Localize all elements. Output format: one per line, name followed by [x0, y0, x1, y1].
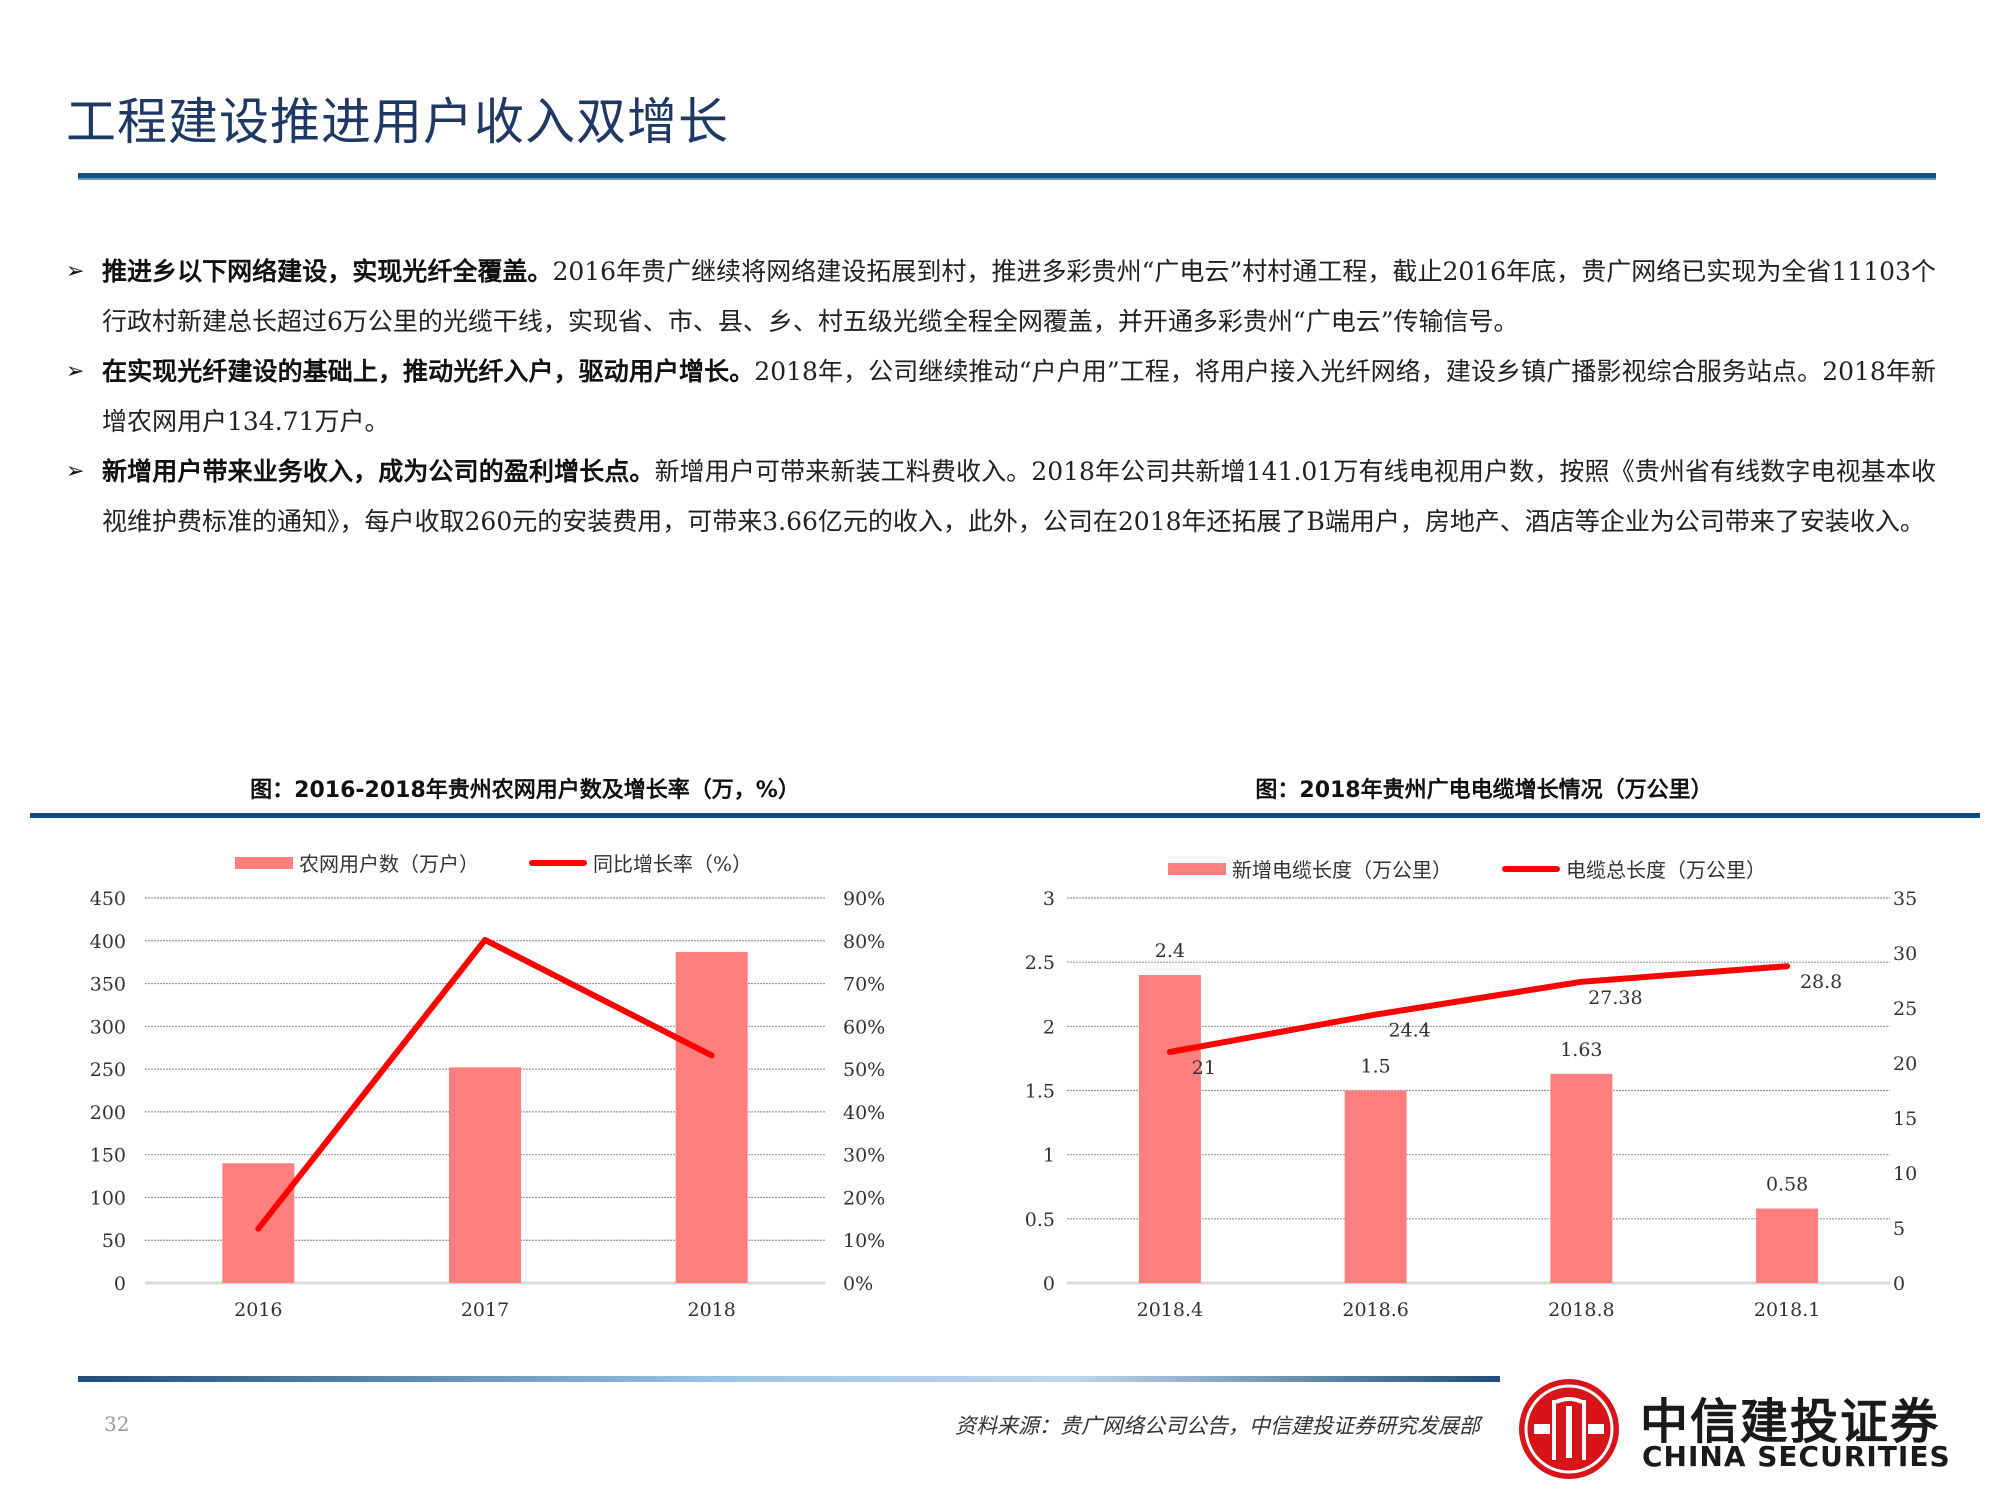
bar — [1138, 975, 1201, 1283]
source-note: 资料来源：贵广网络公司公告，中信建投证券研究发展部 — [955, 1414, 1480, 1438]
y-tick-left: 1.5 — [1025, 1081, 1055, 1103]
y-tick-right: 60% — [843, 1016, 885, 1038]
y-tick-left: 1 — [1043, 1145, 1055, 1167]
chart-legend-right: 新增电缆长度（万公里） 电缆总长度（万公里） — [1168, 854, 1816, 883]
y-tick-right: 20% — [843, 1187, 885, 1209]
line-swatch-icon — [1502, 865, 1560, 872]
y-tick-left: 250 — [90, 1059, 126, 1081]
bullet-item: ➢ 新增用户带来业务收入，成为公司的盈利增长点。新增用户可带来新装工料费收入。2… — [66, 447, 1936, 547]
page-title: 工程建设推进用户收入双增长 — [66, 93, 729, 151]
bullet-body: 2016年贵广继续将网络建设拓展到村，推进多彩贵州“广电云”村村通工程，截止20… — [102, 257, 1936, 336]
bar-value-label: 2.4 — [1155, 940, 1185, 962]
y-tick-left: 450 — [90, 888, 126, 910]
legend-item-line: 同比增长率（%） — [529, 848, 752, 877]
title-divider — [78, 173, 1936, 178]
y-tick-right: 10% — [843, 1230, 885, 1252]
y-tick-right: 30 — [1893, 943, 1917, 965]
legend-item-line: 电缆总长度（万公里） — [1502, 854, 1766, 883]
y-tick-right: 40% — [843, 1102, 885, 1124]
y-tick-right: 90% — [843, 888, 885, 910]
bar-value-label: 1.63 — [1560, 1039, 1602, 1061]
line-value-label: 28.8 — [1800, 971, 1842, 993]
line-series — [255, 936, 715, 1232]
bullet-body: 2018年，公司继续推动“户户用”工程，将用户接入光纤网络，建设乡镇广播影视综合… — [102, 357, 1936, 436]
x-tick: 2018 — [687, 1299, 735, 1321]
bar — [1344, 1090, 1407, 1283]
y-tick-left: 150 — [90, 1145, 126, 1167]
bullet-item: ➢ 在实现光纤建设的基础上，推动光纤入户，驱动用户增长。2018年，公司继续推动… — [66, 347, 1936, 447]
y-tick-left: 300 — [90, 1016, 126, 1038]
y-tick-right: 0% — [843, 1273, 873, 1295]
bar-swatch-icon — [1168, 862, 1226, 875]
y-tick-right: 5 — [1893, 1218, 1905, 1240]
bullet-lead: 新增用户带来业务收入，成为公司的盈利增长点。 — [102, 457, 655, 486]
page-number: 32 — [104, 1412, 130, 1436]
line-value-label: 24.4 — [1388, 1020, 1430, 1042]
x-tick: 2016 — [234, 1299, 282, 1321]
chart-legend-left: 农网用户数（万户） 同比增长率（%） — [235, 848, 802, 877]
y-tick-right: 70% — [843, 974, 885, 996]
chart-title-cable-growth: 图：2018年贵州广电电缆增长情况（万公里） — [1255, 778, 1713, 803]
y-tick-left: 0.5 — [1025, 1209, 1055, 1231]
chart-cable-growth: 00.511.522.53051015202530352.41.51.630.5… — [1025, 888, 1917, 1321]
footer-divider — [78, 1376, 1500, 1382]
y-tick-right: 30% — [843, 1145, 885, 1167]
y-tick-right: 15 — [1893, 1108, 1917, 1130]
bar-value-label: 1.5 — [1361, 1056, 1391, 1078]
bullet-body: 新增用户可带来新装工料费收入。2018年公司共新增141.01万有线电视用户数，… — [102, 457, 1936, 536]
y-tick-right: 20 — [1893, 1053, 1917, 1075]
bar — [675, 951, 748, 1283]
logo-text-cn: 中信建投证券 — [1640, 1394, 1941, 1450]
x-tick: 2018.4 — [1137, 1299, 1203, 1321]
chart-rural-users: 0 50 100 150 200 250 300 350 400 450 0% 10% 20% 30% 40… — [90, 888, 886, 1321]
arrow-bullet-icon: ➢ — [66, 459, 85, 484]
y-tick-right: 50% — [843, 1059, 885, 1081]
arrow-bullet-icon: ➢ — [66, 259, 85, 284]
bullet-item: ➢ 推进乡以下网络建设，实现光纤全覆盖。2016年贵广继续将网络建设拓展到村，推… — [66, 247, 1936, 347]
y-tick-left: 3 — [1043, 888, 1055, 910]
y-tick-left: 350 — [90, 974, 126, 996]
bar — [449, 1067, 521, 1283]
y-tick-left: 400 — [90, 931, 126, 953]
citic-logo-icon — [1519, 1379, 1619, 1479]
x-tick: 2018.6 — [1342, 1299, 1408, 1321]
line-series — [1166, 963, 1791, 1055]
line-value-label: 21 — [1192, 1057, 1216, 1079]
y-tick-left: 100 — [90, 1187, 126, 1209]
y-tick-right: 35 — [1893, 888, 1917, 910]
arrow-bullet-icon: ➢ — [66, 359, 85, 384]
y-tick-left: 2 — [1043, 1016, 1055, 1038]
y-tick-left: 200 — [90, 1102, 126, 1124]
legend-item-bar: 农网用户数（万户） — [235, 848, 479, 877]
y-tick-right: 80% — [843, 931, 885, 953]
bar-value-label: 0.58 — [1766, 1174, 1808, 1196]
y-tick-left: 0 — [1043, 1273, 1055, 1295]
legend-item-bar: 新增电缆长度（万公里） — [1168, 854, 1452, 883]
y-tick-right: 25 — [1893, 998, 1917, 1020]
x-tick: 2017 — [461, 1299, 509, 1321]
bar — [1550, 1073, 1613, 1283]
y-tick-left: 0 — [114, 1273, 126, 1295]
line-swatch-icon — [529, 859, 587, 866]
y-tick-right: 10 — [1893, 1163, 1917, 1185]
bullet-lead: 在实现光纤建设的基础上，推动光纤入户，驱动用户增长。 — [102, 357, 755, 386]
chart-title-rural-users: 图：2016-2018年贵州农网用户数及增长率（万，%） — [250, 778, 800, 803]
bar — [1756, 1208, 1819, 1283]
x-tick: 2018.1 — [1754, 1299, 1820, 1321]
y-tick-left: 50 — [102, 1230, 126, 1252]
chart-divider — [30, 813, 1980, 818]
bar — [222, 1163, 295, 1283]
title-divider-accent — [78, 178, 1936, 180]
y-tick-left: 2.5 — [1025, 952, 1055, 974]
bar-swatch-icon — [235, 856, 293, 869]
y-tick-right: 0 — [1893, 1273, 1905, 1295]
line-value-label: 27.38 — [1588, 987, 1642, 1009]
x-tick: 2018.8 — [1548, 1299, 1614, 1321]
logo-text-en: CHINA SECURITIES — [1642, 1440, 1951, 1473]
bullet-lead: 推进乡以下网络建设，实现光纤全覆盖。 — [102, 257, 553, 286]
